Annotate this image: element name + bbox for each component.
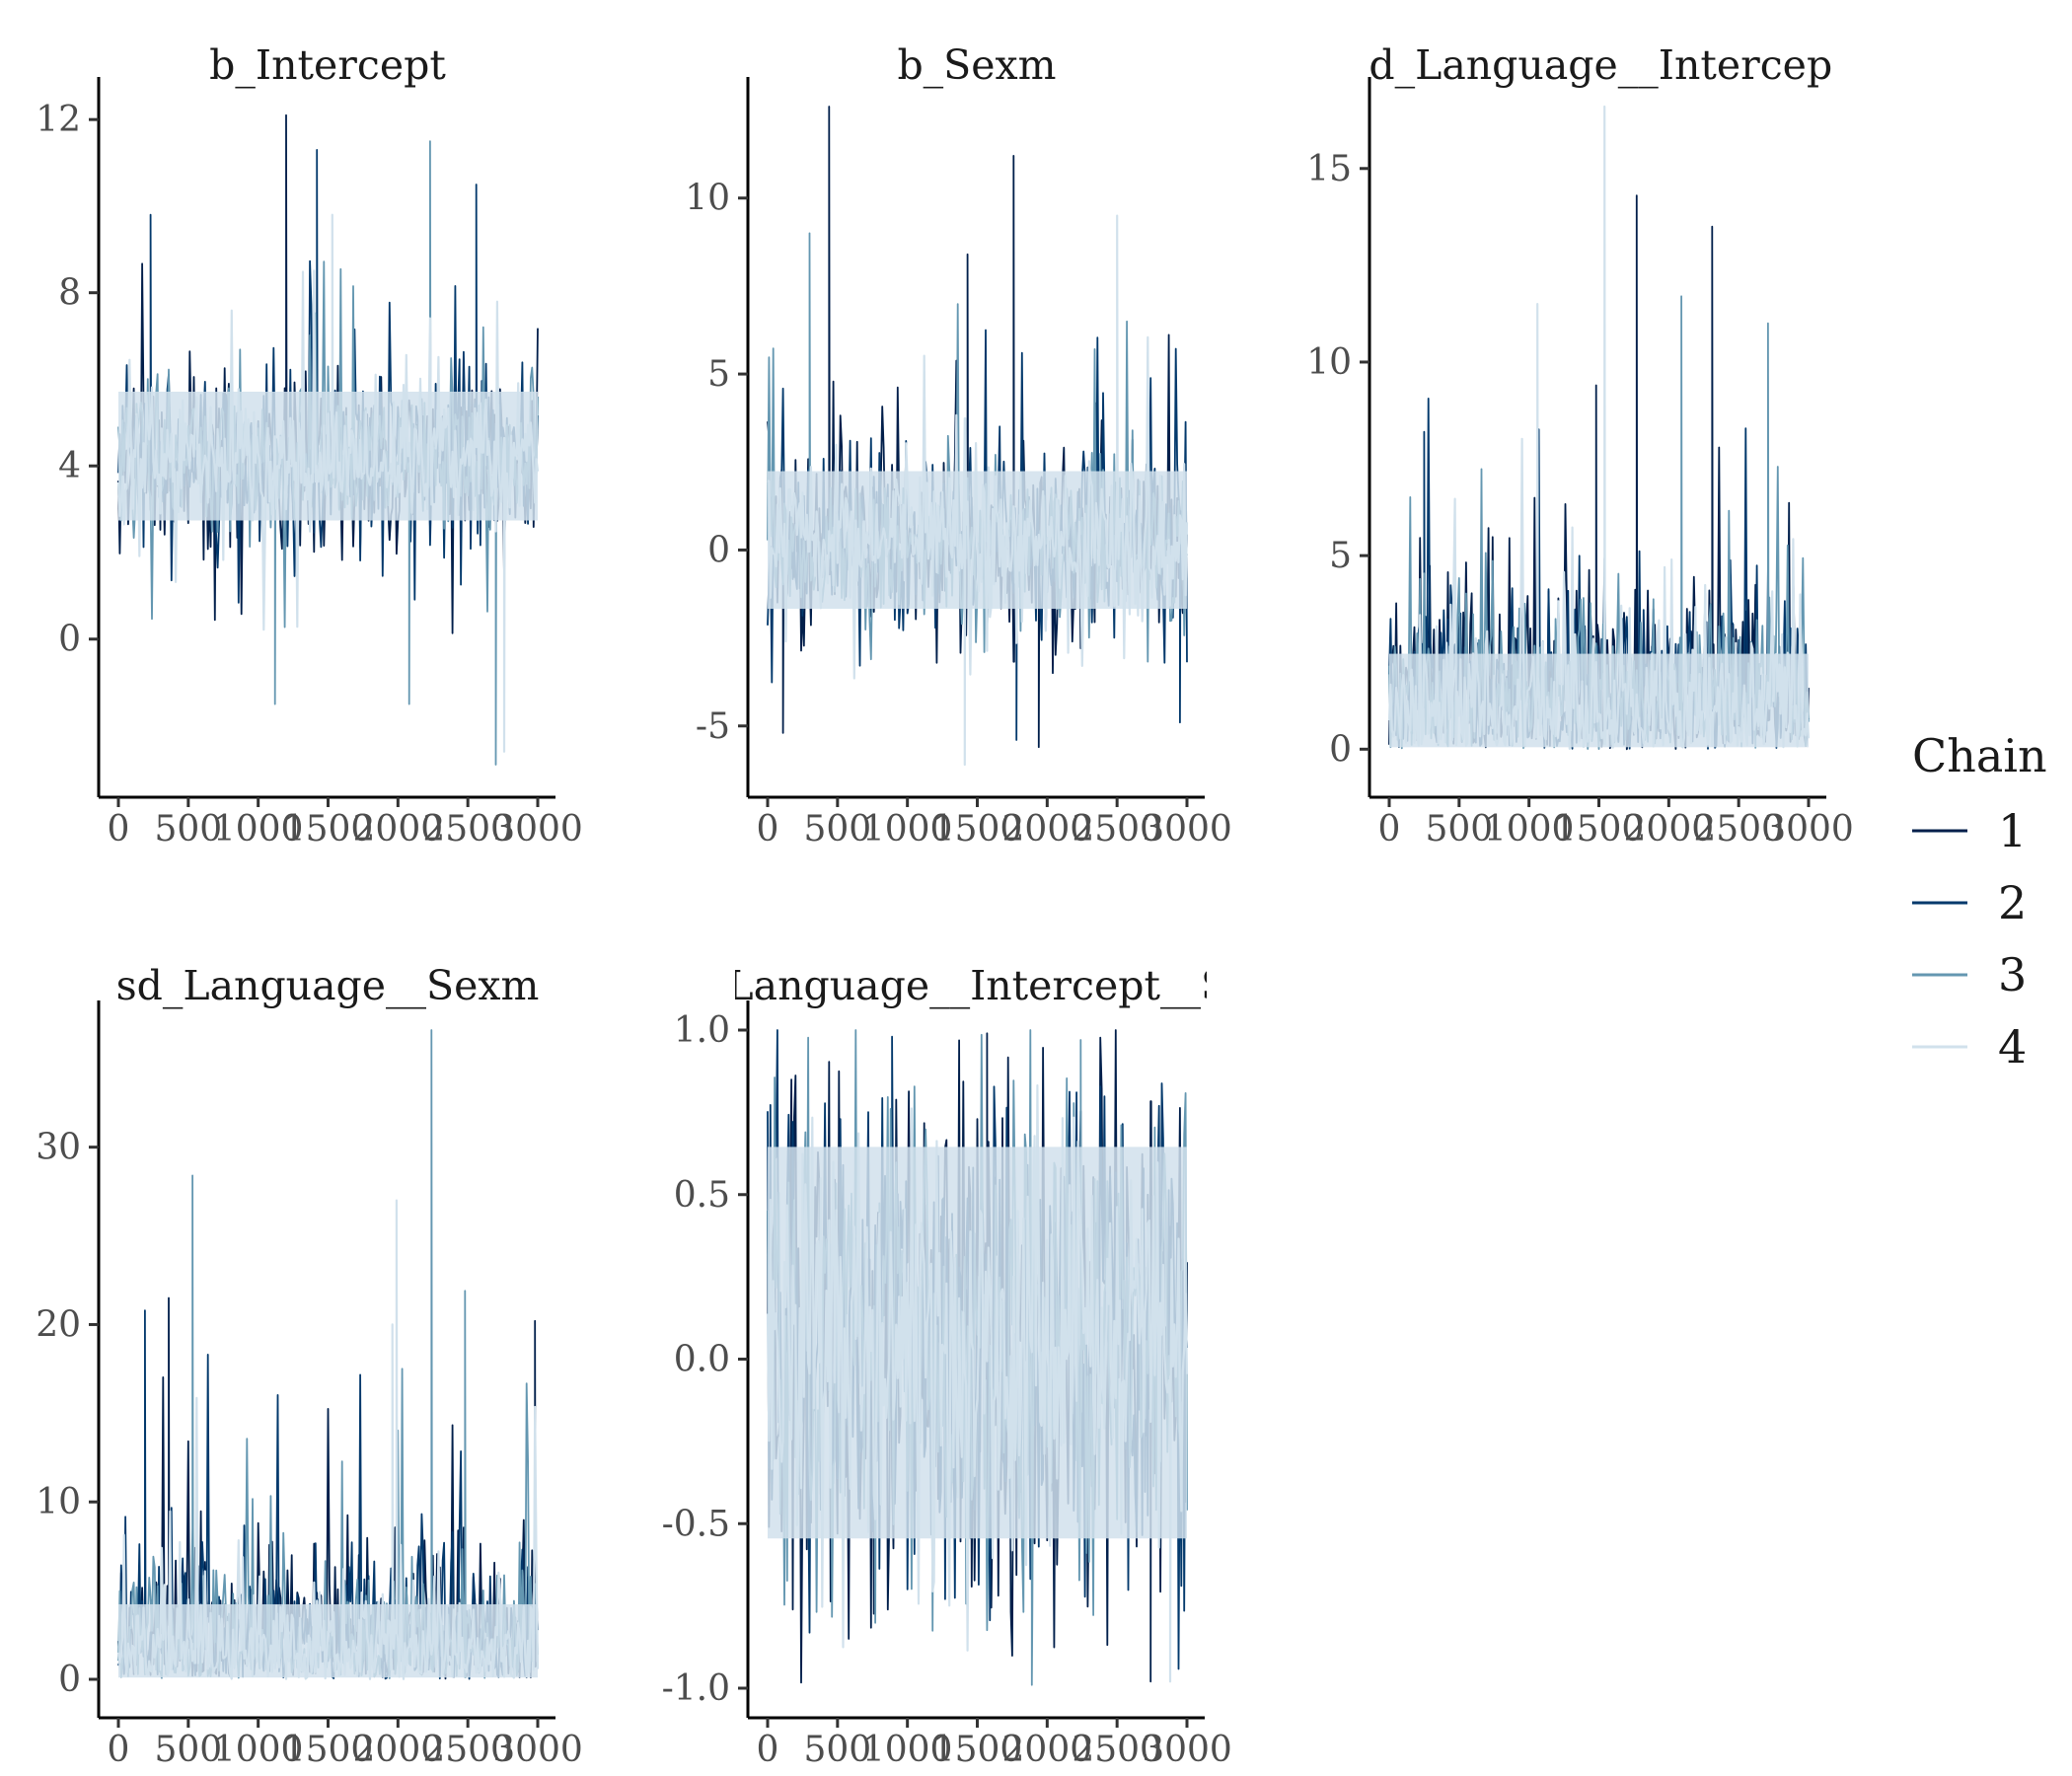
y-tick-label: -5	[696, 706, 730, 747]
x-tick-label: 2500	[422, 1730, 513, 1770]
y-tick-label: 0.5	[674, 1175, 730, 1216]
y-tick-label: 0.0	[674, 1340, 730, 1380]
panel-title: sd_Language__Sexm	[116, 962, 540, 1009]
chain-4-dense-band	[118, 1603, 538, 1678]
x-tick-label: 2500	[1072, 1730, 1162, 1770]
x-tick-label: 500	[803, 809, 871, 850]
y-tick-label: 5	[1329, 536, 1352, 576]
y-tick-label: 10	[1306, 342, 1352, 383]
trace-lines	[116, 1029, 540, 1680]
x-tick-label: 500	[1425, 809, 1493, 850]
trace-lines	[766, 1029, 1189, 1686]
panel-title: cor_Language__Intercept__Sexm	[640, 962, 1314, 1009]
x-tick-label: 2500	[1693, 809, 1784, 850]
chain-4-dense-band	[768, 471, 1187, 609]
x-tick-label: 1500	[283, 1730, 374, 1770]
x-tick-label: 1000	[213, 1730, 304, 1770]
y-tick-label: 0	[58, 1660, 81, 1700]
x-tick-label: 0	[108, 809, 130, 850]
x-tick-label: 3000	[1763, 809, 1854, 850]
legend-title: Chain	[1912, 729, 2047, 782]
x-tick-label: 2000	[1002, 1730, 1093, 1770]
legend-entries: 1 2 3 4	[1912, 804, 2027, 1073]
legend-label-chain-3: 3	[1998, 948, 2027, 1001]
y-tick-label: 0	[707, 530, 730, 570]
x-tick-label: 3000	[1142, 1730, 1232, 1770]
x-tick-label: 0	[108, 1730, 130, 1770]
y-tick-label: -1.0	[662, 1668, 730, 1709]
x-tick-label: 1000	[862, 809, 953, 850]
x-tick-label: 2000	[1624, 809, 1715, 850]
x-tick-label: 1000	[213, 809, 304, 850]
legend-label-chain-4: 4	[1998, 1020, 2027, 1073]
y-tick-label: 1.0	[674, 1010, 730, 1051]
x-tick-label: 3000	[492, 1730, 583, 1770]
chain-legend: Chain 1 2 3 4	[1912, 729, 2047, 1073]
y-tick-label: 10	[36, 1482, 81, 1522]
chain-4-dense-band	[118, 391, 538, 521]
x-tick-label: 2500	[1072, 809, 1162, 850]
y-tick-label: 30	[36, 1128, 81, 1168]
y-tick-label: 4	[58, 446, 81, 486]
chain-4-dense-band	[768, 1147, 1187, 1539]
x-tick-label: 500	[154, 1730, 222, 1770]
trace-panel: sd_Language__Sexm 0 10 20 30 0 500100015002000…	[36, 962, 583, 1770]
x-tick-label: 1500	[283, 809, 374, 850]
x-tick-label: 0	[757, 809, 779, 850]
x-tick-label: 0	[1378, 809, 1401, 850]
x-tick-label: 2000	[353, 809, 444, 850]
y-tick-label: 10	[685, 179, 730, 219]
x-tick-label: 1500	[932, 809, 1023, 850]
x-tick-label: 2000	[1002, 809, 1093, 850]
x-tick-label: 1000	[1484, 809, 1575, 850]
x-tick-label: 3000	[1142, 809, 1232, 850]
y-tick-label: 0	[58, 620, 81, 660]
y-tick-label: 12	[36, 100, 81, 140]
x-tick-label: 0	[757, 1730, 779, 1770]
trace-lines	[767, 106, 1189, 767]
trace-panel: sd_Language__Intercept 0 5 10 15 0 50010001500…	[1306, 41, 1854, 850]
legend-label-chain-2: 2	[1998, 876, 2027, 929]
x-tick-label: 3000	[492, 809, 583, 850]
legend-label-chain-1: 1	[1998, 804, 2027, 857]
x-tick-label: 500	[803, 1730, 871, 1770]
x-tick-label: 1000	[862, 1730, 953, 1770]
panel-title: b_Intercept	[209, 41, 446, 89]
x-tick-label: 1500	[1554, 809, 1645, 850]
panel-title: b_Sexm	[897, 41, 1056, 89]
trace-lines	[116, 113, 540, 766]
y-tick-label: 15	[1306, 149, 1352, 189]
x-tick-label: 500	[154, 809, 222, 850]
trace-panel: cor_Language__Intercept__Sexm -1.0 -0.5 0.0…	[640, 962, 1314, 1770]
panel-title: sd_Language__Intercept	[1348, 41, 1849, 89]
x-tick-label: 2000	[353, 1730, 444, 1770]
y-tick-label: 20	[36, 1304, 81, 1345]
x-tick-label: 2500	[422, 809, 513, 850]
y-tick-label: 8	[58, 273, 81, 314]
x-tick-label: 1500	[932, 1730, 1023, 1770]
chain-4-dense-band	[1389, 653, 1809, 748]
y-tick-label: 5	[707, 354, 730, 395]
y-tick-label: 0	[1329, 729, 1352, 770]
trace-lines	[1387, 105, 1811, 751]
y-tick-label: -0.5	[662, 1504, 730, 1544]
